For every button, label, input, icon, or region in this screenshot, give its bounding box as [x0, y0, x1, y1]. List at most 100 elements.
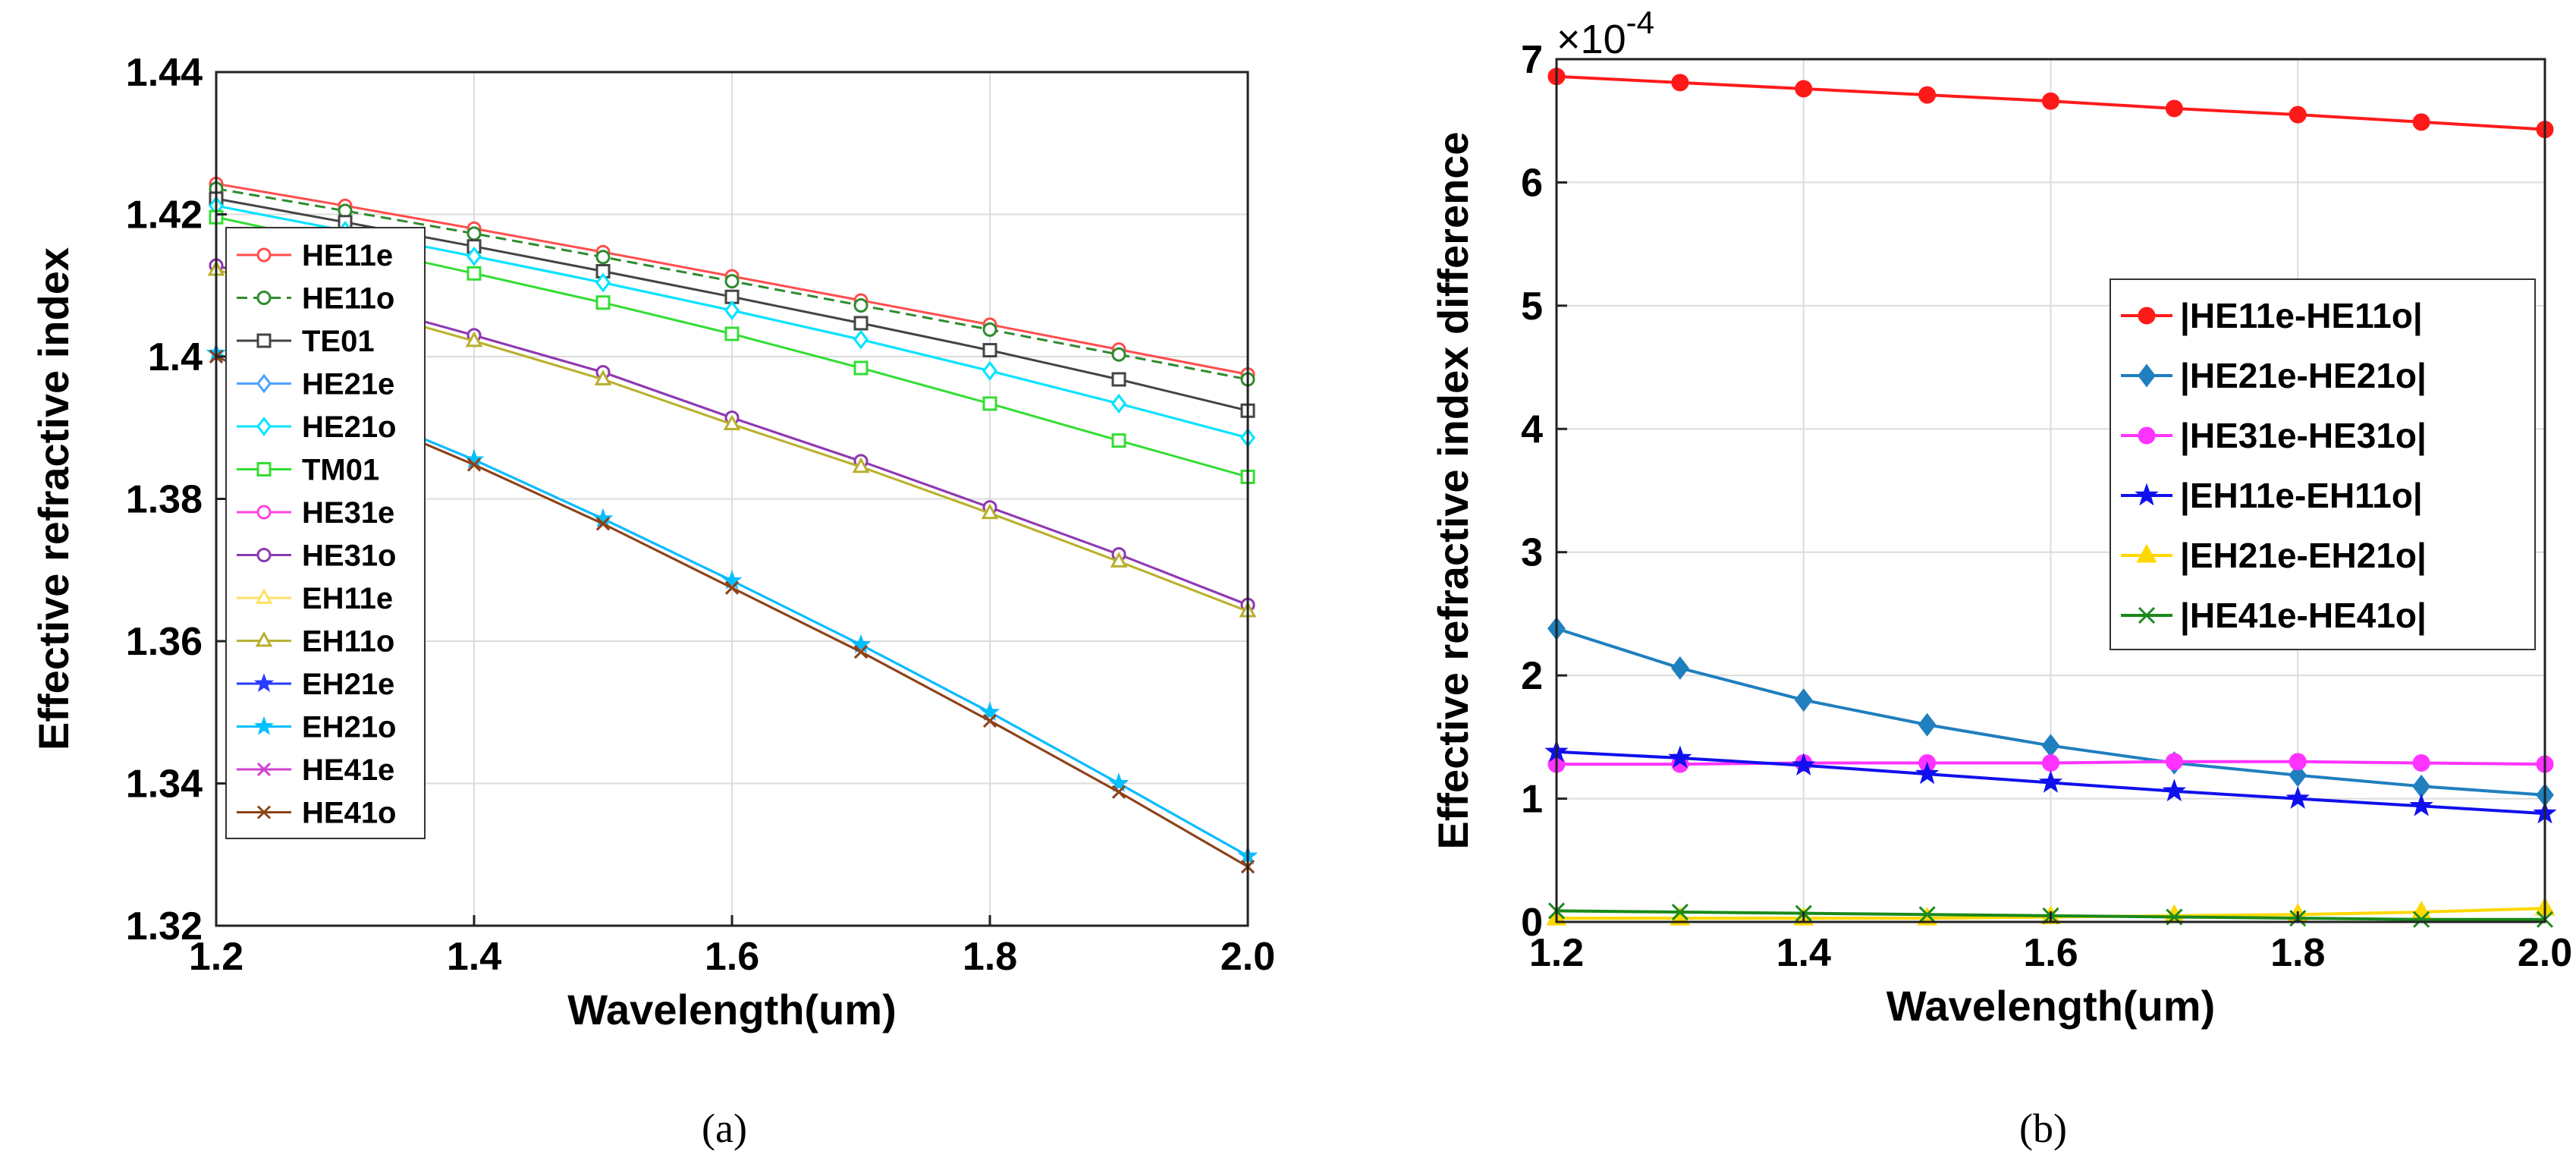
y-tick-label: 1.36	[126, 620, 203, 664]
data-point-stroke-b	[2413, 911, 2430, 928]
data-point	[2289, 105, 2307, 124]
data-point	[724, 326, 740, 341]
legend-marker	[2138, 606, 2156, 624]
y-tick-label: 1.42	[126, 193, 203, 237]
legend-label: |HE11e-HE11o|	[2180, 296, 2423, 335]
legend-item: TE01	[237, 325, 375, 358]
data-point	[982, 396, 997, 411]
data-point	[467, 266, 482, 281]
data-point	[2409, 793, 2433, 816]
data-point	[1918, 712, 1937, 737]
data-point	[1918, 86, 1937, 104]
data-point	[1915, 761, 1940, 785]
legend-item: HE21e	[237, 368, 394, 401]
data-point	[463, 449, 485, 469]
data-point	[1111, 372, 1126, 387]
data-point	[853, 298, 869, 313]
data-point	[1792, 753, 1816, 776]
series-he31ehe31o	[1547, 753, 2554, 773]
data-point	[467, 246, 482, 266]
y-tick-label: 1	[1521, 778, 1543, 822]
x-tick-label: 1.8	[963, 935, 1017, 979]
data-point	[852, 457, 870, 473]
data-point	[853, 316, 869, 331]
data-point-stroke-b	[724, 580, 740, 595]
legend-item: HE41o	[237, 797, 397, 830]
legend-item: |HE41e-HE41o|	[2121, 596, 2427, 635]
legend-marker-stroke-b	[2138, 606, 2156, 624]
legend-marker	[2138, 426, 2156, 445]
panel-a-chart: 1.2 1.4 1.6 1.8 2.0 1.32 1.34 1.36 1.38 1.4 1.42 1.…	[30, 51, 1275, 1151]
legend-marker	[256, 462, 272, 477]
legend: HE11e HE11o TE01 HE21e HE21o TM01 HE31e HE31o EH…	[225, 227, 426, 839]
legend-item: HE41e	[237, 753, 394, 787]
y-tick-label: 4	[1521, 407, 1543, 451]
data-point	[982, 322, 997, 337]
legend: |HE11e-HE11o| |HE21e-HE21o| |HE31e-HE31o| |…	[2109, 278, 2536, 650]
data-point	[1111, 394, 1126, 414]
y-tick-label: 1.4	[148, 335, 203, 379]
data-point	[1110, 552, 1128, 568]
data-point	[724, 580, 740, 595]
y-tick-label: 1.34	[126, 763, 203, 807]
legend-item: TM01	[237, 454, 379, 487]
legend-label: HE21o	[302, 410, 397, 444]
legend-item: |EH11e-EH11o|	[2121, 476, 2423, 515]
data-point	[1670, 656, 1689, 680]
data-point	[2412, 753, 2430, 772]
data-point-stroke-b	[1111, 785, 1126, 799]
legend-item: |HE31e-HE31o|	[2121, 416, 2427, 455]
data-point	[465, 331, 483, 348]
legend-item: HE31e	[237, 496, 394, 530]
data-point	[594, 370, 612, 385]
data-point	[2289, 763, 2307, 788]
data-point	[2413, 911, 2430, 928]
data-point	[981, 503, 999, 520]
legend-label: EH21o	[302, 711, 397, 744]
data-point-stroke-b	[982, 713, 997, 728]
data-point	[1111, 433, 1126, 448]
y-tick-label: 5	[1521, 285, 1543, 329]
data-point	[979, 701, 1001, 721]
y-tick-label: 7	[1521, 38, 1543, 82]
data-point	[2162, 779, 2187, 802]
legend-label: |HE31e-HE31o|	[2180, 416, 2427, 455]
data-point-stroke-b	[1671, 903, 1689, 921]
legend-item: EH21o	[237, 711, 397, 744]
legend-marker	[256, 333, 272, 348]
legend-label: TM01	[302, 454, 379, 487]
legend-marker	[2135, 483, 2159, 506]
data-point	[467, 458, 482, 472]
exponent-power: -4	[1626, 5, 1654, 40]
y-tick-label: 1.44	[126, 51, 203, 95]
legend-label: |HE41e-HE41o|	[2180, 596, 2427, 635]
y-tick-label: 0	[1521, 901, 1543, 945]
legend-item: HE11o	[237, 282, 394, 316]
legend-label: HE11o	[302, 282, 394, 316]
legend-marker	[253, 716, 275, 735]
legend-marker	[255, 631, 273, 647]
data-point	[2289, 753, 2307, 771]
data-point	[853, 645, 869, 659]
legend-marker	[2138, 307, 2156, 325]
data-point	[595, 250, 611, 265]
x-tick-label: 1.2	[1529, 931, 1584, 975]
data-point	[2041, 734, 2060, 758]
legend-label: |EH11e-EH11o|	[2180, 476, 2423, 515]
y-tick-label: 3	[1521, 531, 1543, 575]
legend-item: EH11e	[237, 582, 393, 615]
data-point	[982, 360, 997, 381]
legend-item: |HE11e-HE11o|	[2121, 296, 2423, 335]
data-point	[2165, 753, 2183, 771]
data-point	[724, 300, 740, 320]
data-point	[853, 360, 869, 376]
legend-marker	[256, 373, 272, 394]
legend-label: |EH21e-EH21o|	[2180, 536, 2427, 575]
data-point	[853, 329, 869, 350]
data-point	[982, 713, 997, 728]
data-point	[1917, 907, 1938, 926]
legend-item: EH21e	[237, 668, 394, 701]
legend-item: |EH21e-EH21o|	[2121, 536, 2427, 575]
y-tick-label: 1.38	[126, 478, 203, 522]
data-point	[1111, 347, 1126, 362]
